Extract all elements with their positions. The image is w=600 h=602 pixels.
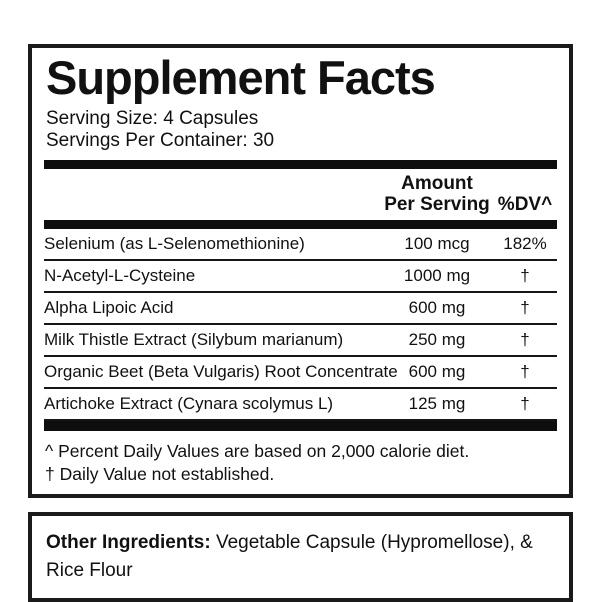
nutrient-name: N-Acetyl-L-Cysteine (44, 266, 196, 286)
other-ingredients-label-bold: Other Ingredients: (46, 532, 211, 553)
divider-bar-header (44, 220, 557, 230)
nutrient-dv: † (520, 330, 530, 350)
other-ingredients-label: Other Ingredients: (46, 532, 211, 553)
panel-title: Supplement Facts (46, 51, 436, 104)
table-row: Milk Thistle Extract (Silybum marianum) … (44, 325, 557, 358)
nutrient-dv: 182% (503, 234, 547, 254)
nutrient-dv: † (520, 394, 530, 414)
nutrient-amount: 600 mg (408, 362, 466, 382)
serving-size-line: Serving Size: 4 Capsules (46, 107, 259, 129)
column-header-dv: %DV^ (497, 193, 553, 215)
footnote-daily-values: ^ Percent Daily Values are based on 2,00… (45, 441, 470, 462)
other-ingredients-panel: Other Ingredients: Vegetable Capsule (Hy… (28, 512, 573, 602)
other-ingredients-text: Vegetable Capsule (Hypromellose), & Rice… (46, 532, 533, 581)
divider-bar-bottom (44, 421, 557, 432)
nutrient-dv: † (520, 362, 530, 382)
nutrient-amount: 600 mg (408, 298, 466, 318)
nutrient-amount: 125 mg (408, 394, 466, 414)
supplement-facts-panel: Supplement Facts Serving Size: 4 Capsule… (28, 44, 573, 498)
column-header-row: Amount Per Serving %DV^ (44, 169, 557, 221)
nutrient-name: Selenium (as L-Selenomethionine) (44, 234, 305, 254)
nutrient-name: Alpha Lipoic Acid (44, 298, 174, 318)
column-header-amount: Amount Per Serving (381, 173, 493, 216)
servings-per-container-line: Servings Per Container: 30 (46, 130, 275, 152)
table-row: Alpha Lipoic Acid 600 mg † (44, 293, 557, 326)
nutrient-amount: 100 mcg (404, 234, 470, 254)
nutrient-dv: † (520, 298, 530, 318)
nutrient-amount: 250 mg (408, 330, 466, 350)
column-header-amount-line2: Per Serving (384, 193, 490, 215)
table-row: N-Acetyl-L-Cysteine 1000 mg † (44, 261, 557, 294)
divider-bar-top (44, 159, 557, 169)
column-header-amount-line1: Amount (401, 172, 473, 194)
nutrient-amount: 1000 mg (403, 266, 471, 286)
table-row: Artichoke Extract (Cynara scolymus L) 12… (44, 389, 557, 422)
nutrient-name: Artichoke Extract (Cynara scolymus L) (44, 394, 334, 414)
nutrient-name: Milk Thistle Extract (Silybum marianum) (44, 330, 344, 350)
table-row: Organic Beet (Beta Vulgaris) Root Concen… (44, 357, 557, 390)
nutrient-dv: † (520, 266, 530, 286)
nutrient-name: Organic Beet (Beta Vulgaris) Root Concen… (44, 362, 398, 382)
footnote-dagger: † Daily Value not established. (45, 463, 275, 484)
table-row: Selenium (as L-Selenomethionine) 100 mcg… (44, 229, 557, 262)
footnotes: ^ Percent Daily Values are based on 2,00… (45, 440, 557, 485)
